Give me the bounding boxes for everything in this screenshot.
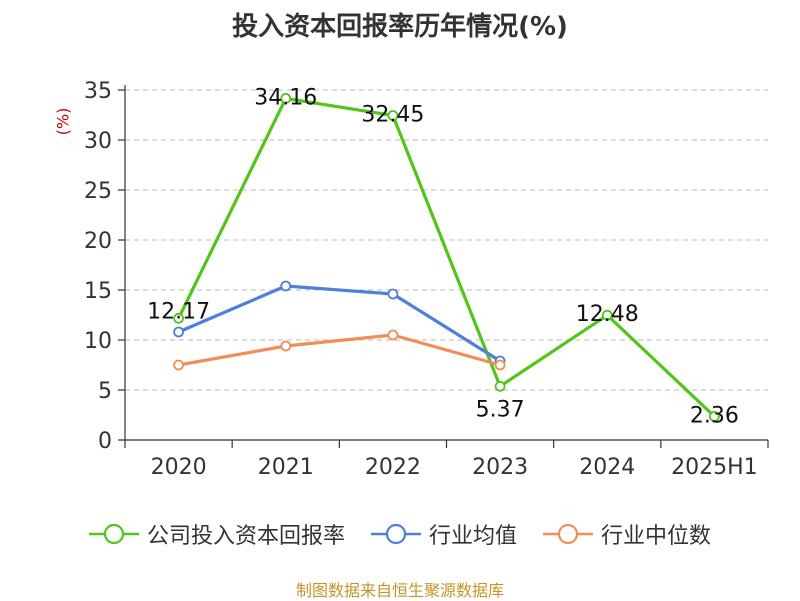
chart-title: 投入资本回报率历年情况(%) [232,12,568,42]
data-labels: 12.17 34.16 32.45 5.37 12.48 2.36 [147,85,739,428]
legend-label: 公司投入资本回报率 [146,524,345,549]
data-label: 2.36 [690,403,739,428]
data-label: 32.45 [361,103,424,128]
x-tick-label: 2025H1 [671,455,758,480]
data-point [709,410,720,422]
data-label: 5.37 [476,397,525,422]
y-tick-label: 15 [84,279,112,304]
data-point [387,329,399,341]
source-note: 制图数据来自恒生聚源数据库 [295,581,504,600]
y-tick-label: 25 [84,179,112,204]
legend-item-2[interactable]: 行业中位数 [543,518,711,550]
data-point [494,359,506,371]
data-point [173,312,184,324]
series-layer [173,93,720,422]
y-tick-label: 35 [84,79,112,104]
series-line-0 [177,96,716,418]
data-point [387,288,399,300]
x-tick-label: 2022 [365,455,421,480]
y-tick-label: 30 [84,129,112,154]
data-point [387,110,399,121]
y-tick-label: 20 [84,229,112,254]
x-tick-label: 2023 [472,455,528,480]
legend-item-0[interactable]: 公司投入资本回报率 [88,518,345,550]
legend-marker-icon [370,523,421,545]
data-point [280,280,292,292]
data-label: 12.17 [147,299,210,324]
data-point [280,93,292,104]
y-tick-label: 10 [84,329,112,354]
data-point [173,359,184,371]
x-tick-label: 2020 [151,455,207,480]
legend-label: 行业中位数 [601,524,712,549]
legend-marker-icon [543,523,593,545]
data-point [280,340,292,352]
data-label: 12.48 [576,302,639,327]
legend-label: 行业均值 [428,524,517,549]
x-tick-label: 2024 [579,455,635,480]
legend-marker-icon [88,523,139,545]
y-tick-label: 5 [98,379,112,404]
data-point [173,326,184,338]
y-tick-label: 0 [98,429,112,454]
legend: 公司投入资本回报率 行业均值 行业中位数 [0,518,800,550]
data-point [494,380,506,392]
axes: 0 5 10 15 20 25 30 35 2020 2021 2022 2023 2024 2025H1 [84,79,769,480]
data-label: 34.16 [254,85,317,110]
x-tick-label: 2021 [258,455,314,480]
series-line-1 [177,284,501,363]
legend-item-1[interactable]: 行业均值 [370,518,517,550]
data-point [601,309,613,321]
gridlines [125,89,768,391]
series-line-2 [178,333,501,367]
